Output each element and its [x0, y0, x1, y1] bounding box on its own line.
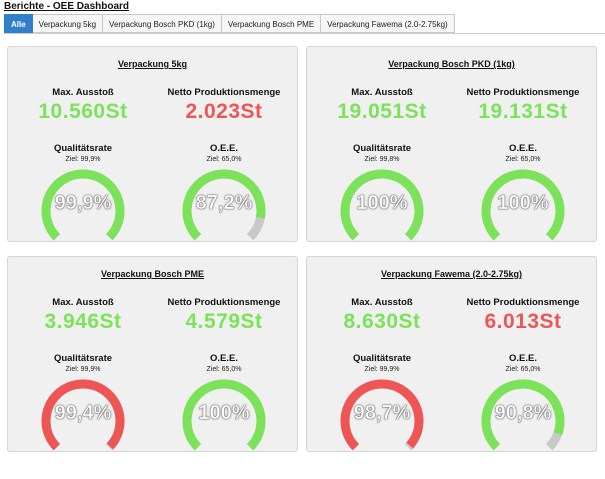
quality-rate-gauge: Qualitätsrate Ziel: 99,9% 99,4% [13, 353, 153, 456]
tab-alle[interactable]: Alle [4, 14, 33, 33]
oee-gauge: O.E.E. Ziel: 65,0% 100% [154, 353, 294, 456]
net-production-value: 19.131St [478, 100, 568, 123]
quality-rate-value: 98,7% [353, 402, 411, 425]
net-production-label: Netto Produktionsmenge [167, 87, 281, 98]
max-output-value: 8.630St [343, 310, 421, 333]
oee-label: O.E.E. [210, 143, 238, 154]
oee-target: Ziel: 65,0% [505, 366, 541, 373]
quality-rate-dial: 100% [334, 166, 430, 246]
tab-divider [4, 33, 605, 34]
gauge-arc-svg [481, 169, 565, 241]
quality-rate-target: Ziel: 99,9% [65, 156, 101, 163]
oee-card: Verpackung Fawema (2.0-2.75kg) Max. Auss… [306, 256, 597, 452]
net-production-value: 6.013St [484, 310, 562, 333]
oee-label: O.E.E. [210, 353, 238, 364]
max-output-value: 19.051St [337, 100, 427, 123]
net-production-metric: Netto Produktionsmenge 6.013St [453, 297, 593, 334]
quality-rate-label: Qualitätsrate [352, 143, 412, 154]
net-production-label: Netto Produktionsmenge [466, 297, 580, 308]
tab-bar: Alle Verpackung 5kg Verpackung Bosch PKD… [4, 14, 455, 33]
tab-verpackung-bosch-pme[interactable]: Verpackung Bosch PME [221, 14, 322, 33]
net-production-metric: Netto Produktionsmenge 2.023St [154, 87, 294, 124]
gauge-arc-svg [182, 169, 266, 241]
oee-gauge: O.E.E. Ziel: 65,0% 87,2% [154, 143, 294, 246]
gauge-arc-svg [41, 169, 125, 241]
quality-rate-label: Qualitätsrate [352, 353, 412, 364]
max-output-metric: Max. Ausstoß 8.630St [312, 297, 452, 334]
oee-dial: 87,2% [176, 166, 272, 246]
max-output-label: Max. Ausstoß [351, 297, 413, 308]
oee-gauge: O.E.E. Ziel: 65,0% 100% [453, 143, 593, 246]
oee-dial: 100% [176, 376, 272, 456]
max-output-value: 3.946St [44, 310, 122, 333]
oee-card: Verpackung Bosch PKD (1kg) Max. Ausstoß … [306, 46, 597, 242]
oee-target: Ziel: 65,0% [206, 156, 242, 163]
oee-label: O.E.E. [509, 353, 537, 364]
card-title: Verpackung Fawema (2.0-2.75kg) [380, 269, 523, 279]
net-production-value: 2.023St [185, 100, 263, 123]
card-title: Verpackung Bosch PME [100, 269, 205, 279]
net-production-value: 4.579St [185, 310, 263, 333]
quality-rate-gauge: Qualitätsrate Ziel: 99,8% 100% [312, 143, 452, 246]
quality-rate-value: 99,9% [54, 192, 112, 215]
quality-rate-target: Ziel: 99,9% [364, 366, 400, 373]
oee-target: Ziel: 65,0% [206, 366, 242, 373]
gauge-fill [41, 379, 125, 451]
quality-rate-dial: 99,9% [35, 166, 131, 246]
oee-card: Verpackung Bosch PME Max. Ausstoß 3.946S… [7, 256, 298, 452]
oee-dial: 100% [475, 166, 571, 246]
gauge-fill [340, 379, 424, 451]
oee-gauge: O.E.E. Ziel: 65,0% 90,8% [453, 353, 593, 456]
tab-verpackung-5kg[interactable]: Verpackung 5kg [32, 14, 104, 33]
card-title: Verpackung 5kg [117, 59, 188, 69]
tab-verpackung-bosch-pkd[interactable]: Verpackung Bosch PKD (1kg) [103, 14, 222, 33]
gauge-fill [481, 379, 565, 451]
net-production-label: Netto Produktionsmenge [466, 87, 580, 98]
max-output-label: Max. Ausstoß [52, 297, 114, 308]
gauge-arc-svg [41, 379, 125, 451]
page-title: Berichte - OEE Dashboard [4, 1, 130, 12]
quality-rate-value: 100% [356, 192, 408, 215]
net-production-label: Netto Produktionsmenge [167, 297, 281, 308]
max-output-metric: Max. Ausstoß 19.051St [312, 87, 452, 124]
oee-value: 100% [497, 192, 549, 215]
gauge-arc-svg [340, 169, 424, 241]
quality-rate-target: Ziel: 99,8% [364, 156, 400, 163]
quality-rate-label: Qualitätsrate [53, 143, 113, 154]
gauge-fill [182, 169, 266, 241]
max-output-label: Max. Ausstoß [351, 87, 413, 98]
quality-rate-label: Qualitätsrate [53, 353, 113, 364]
oee-target: Ziel: 65,0% [505, 156, 541, 163]
oee-card: Verpackung 5kg Max. Ausstoß 10.560St Net… [7, 46, 298, 242]
max-output-metric: Max. Ausstoß 10.560St [13, 87, 153, 124]
quality-rate-gauge: Qualitätsrate Ziel: 99,9% 99,9% [13, 143, 153, 246]
net-production-metric: Netto Produktionsmenge 4.579St [154, 297, 294, 334]
gauge-fill [182, 379, 266, 451]
gauge-fill [340, 169, 424, 241]
oee-value: 87,2% [195, 192, 253, 215]
max-output-value: 10.560St [38, 100, 128, 123]
gauge-arc-svg [340, 379, 424, 451]
max-output-metric: Max. Ausstoß 3.946St [13, 297, 153, 334]
oee-value: 100% [198, 402, 250, 425]
gauge-fill [481, 169, 565, 241]
max-output-label: Max. Ausstoß [52, 87, 114, 98]
quality-rate-target: Ziel: 99,9% [65, 366, 101, 373]
quality-rate-dial: 98,7% [334, 376, 430, 456]
net-production-metric: Netto Produktionsmenge 19.131St [453, 87, 593, 124]
gauge-arc-svg [481, 379, 565, 451]
quality-rate-gauge: Qualitätsrate Ziel: 99,9% 98,7% [312, 353, 452, 456]
oee-label: O.E.E. [509, 143, 537, 154]
quality-rate-value: 99,4% [54, 402, 112, 425]
gauge-fill [41, 169, 125, 241]
quality-rate-dial: 99,4% [35, 376, 131, 456]
oee-dial: 90,8% [475, 376, 571, 456]
oee-value: 90,8% [494, 402, 552, 425]
card-title: Verpackung Bosch PKD (1kg) [388, 59, 515, 69]
tab-verpackung-fawema[interactable]: Verpackung Fawema (2.0-2.75kg) [321, 14, 455, 33]
gauge-arc-svg [182, 379, 266, 451]
